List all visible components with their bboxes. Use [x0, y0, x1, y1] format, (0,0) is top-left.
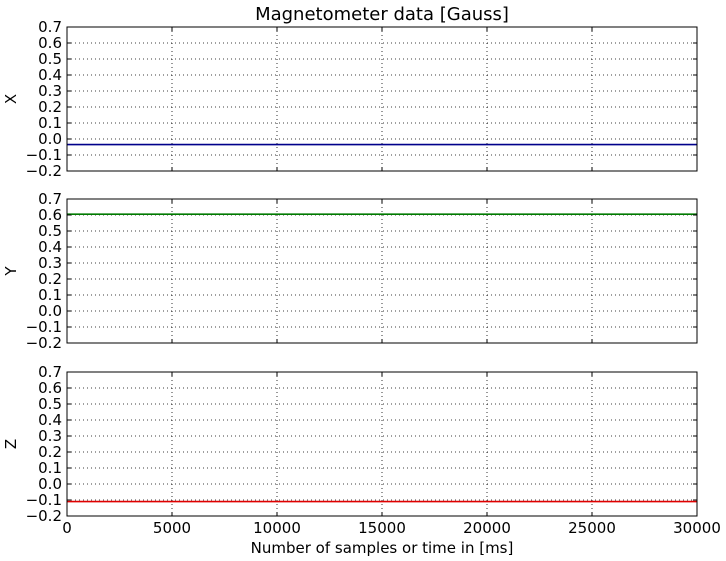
- y-axis-label-x: X: [2, 94, 20, 104]
- x-tick-label: 30000: [673, 519, 721, 537]
- y-tick-label: 0.5: [38, 222, 62, 240]
- y-tick-label: 0.0: [38, 302, 62, 320]
- y-tick-label: −0.2: [26, 334, 62, 352]
- subplot-z: −0.2−0.10.00.10.20.30.40.50.60.7 0 5000 100…: [2, 363, 721, 537]
- y-tick-label: 0.3: [38, 254, 62, 272]
- y-tick-label: 0.4: [38, 411, 62, 429]
- y-tick-label: 0.7: [38, 18, 62, 36]
- y-tick-label: 0.6: [38, 379, 62, 397]
- y-tick-label: 0.3: [38, 82, 62, 100]
- y-tick-label: 0.1: [38, 114, 62, 132]
- y-axis-label-y: Y: [2, 266, 20, 277]
- x-tick-label: 5000: [153, 519, 191, 537]
- y-axis-label-z: Z: [2, 439, 20, 449]
- y-tick-label: −0.1: [26, 318, 62, 336]
- y-tick-label: 0.2: [38, 270, 62, 288]
- y-tick-label: 0.1: [38, 286, 62, 304]
- y-tick-label: 0.6: [38, 34, 62, 52]
- y-tick-label: 0.5: [38, 50, 62, 68]
- y-tick-label: −0.1: [26, 146, 62, 164]
- subplots: −0.2−0.10.00.10.20.30.40.50.60.7X−0.2−0.…: [2, 18, 721, 537]
- y-tick-label: −0.2: [26, 507, 62, 525]
- y-tick-label: 0.7: [38, 190, 62, 208]
- x-tick-label: 25000: [568, 519, 616, 537]
- y-tick-label: 0.2: [38, 98, 62, 116]
- chart-title: Magnetometer data [Gauss]: [255, 4, 509, 25]
- y-tick-label: −0.1: [26, 491, 62, 509]
- y-tick-label: −0.2: [26, 162, 62, 180]
- y-tick-label: 0.1: [38, 459, 62, 477]
- y-tick-label: 0.0: [38, 130, 62, 148]
- subplot-y: −0.2−0.10.00.10.20.30.40.50.60.7 Y: [2, 190, 698, 352]
- x-tick-label: 10000: [253, 519, 301, 537]
- x-tick-label: 20000: [463, 519, 511, 537]
- x-axis-label: Number of samples or time in [ms]: [251, 539, 514, 557]
- y-tick-label: 0.3: [38, 427, 62, 445]
- x-tick-label: 0: [62, 519, 72, 537]
- y-tick-label: 0.5: [38, 395, 62, 413]
- y-tick-label: 0.7: [38, 363, 62, 381]
- y-tick-label: 0.4: [38, 66, 62, 84]
- y-tick-label: 0.6: [38, 206, 62, 224]
- y-tick-label: 0.0: [38, 475, 62, 493]
- x-tick-label: 15000: [358, 519, 406, 537]
- y-tick-label: 0.2: [38, 443, 62, 461]
- y-tick-label: 0.4: [38, 238, 62, 256]
- subplot-x: −0.2−0.10.00.10.20.30.40.50.60.7 X: [2, 18, 698, 180]
